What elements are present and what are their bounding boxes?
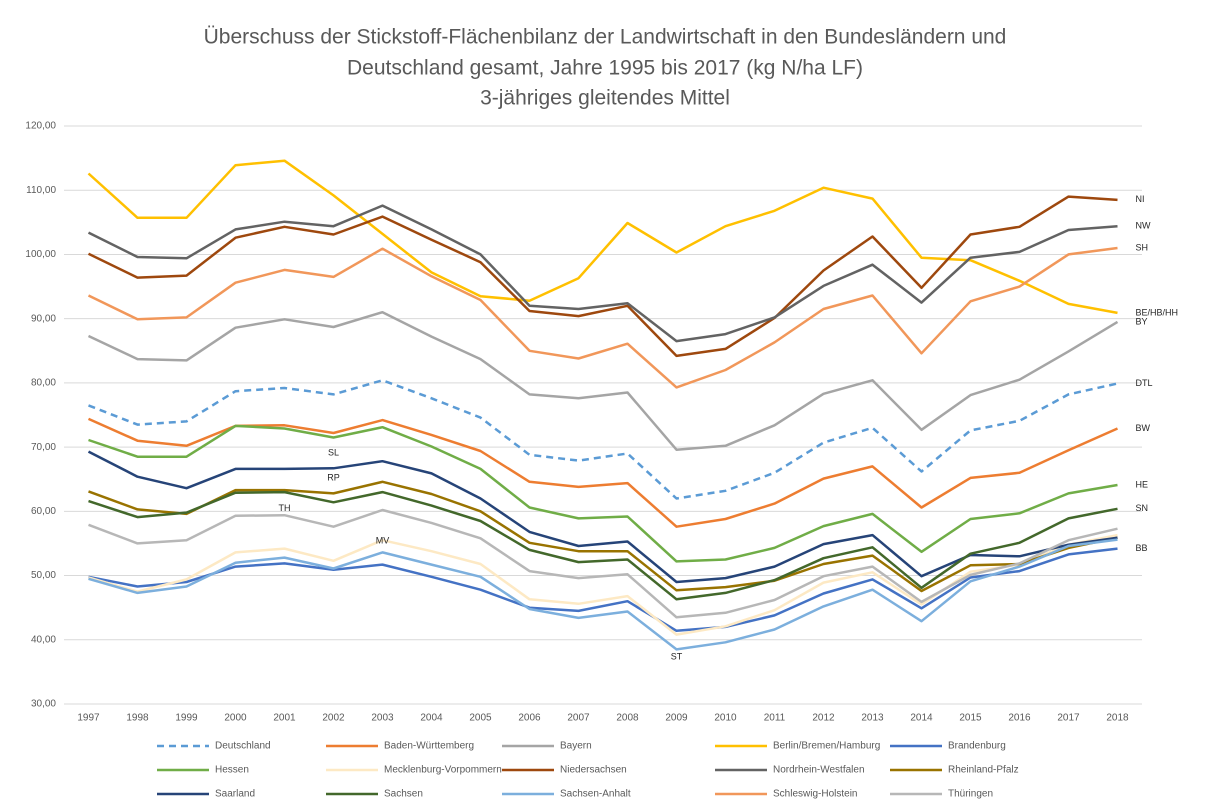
legend-label: Nordrhein-Westfalen [773,765,865,776]
series-end-label: SH [1136,242,1149,252]
x-tick-label: 2007 [567,713,590,724]
chart-title: 3-jähriges gleitendes Mittel [480,87,730,110]
x-tick-label: 2003 [371,713,394,724]
series-line [87,246,1118,389]
series-line [88,547,1118,633]
legend-label: Mecklenburg-Vorpommern [384,765,502,776]
series-line [88,490,1118,601]
legend-label: Deutschland [215,741,271,752]
x-tick-label: 2017 [1057,713,1080,724]
legend-label: Thüringen [948,789,993,800]
x-tick-label: 2005 [469,713,492,724]
y-tick-label: 70,00 [31,442,56,453]
annotation: SL [328,447,339,457]
series-line [88,424,1118,563]
series-line [87,417,1119,528]
y-tick-label: 80,00 [31,378,56,389]
series-end-label: NI [1136,194,1145,204]
x-tick-label: 2012 [812,713,835,724]
x-tick-label: 2014 [910,713,933,724]
x-tick-label: 1997 [77,713,100,724]
y-tick-label: 40,00 [31,634,56,645]
series-line [87,450,1118,584]
series-line [88,508,1118,619]
legend-label: Berlin/Bremen/Hamburg [773,741,880,752]
x-tick-label: 1999 [175,713,198,724]
y-tick-label: 100,00 [25,249,56,260]
series-line [88,480,1118,593]
series-line [87,310,1119,451]
legend-label: Niedersachsen [560,765,627,776]
series-end-label: BW [1136,423,1151,433]
x-tick-label: 2006 [518,713,541,724]
series-line [88,538,1118,651]
series-end-label: BY [1136,316,1148,326]
legend-label: Hessen [215,765,249,776]
series-end-label: DTL [1136,378,1153,388]
x-tick-label: 2008 [616,713,639,724]
legend-label: Baden-Württemberg [384,741,474,752]
series-line [87,204,1118,343]
series-line [87,195,1118,358]
x-tick-label: 2009 [665,713,688,724]
series-end-label: NW [1136,221,1151,231]
x-tick-label: 2011 [764,713,786,724]
x-tick-label: 2010 [714,713,737,724]
legend-label: Sachsen-Anhalt [560,789,631,800]
legend-label: Schleswig-Holstein [773,789,857,800]
series-end-label: BE/HB/HH [1136,307,1179,317]
series-end-label: SN [1136,503,1149,513]
x-tick-label: 2018 [1106,713,1129,724]
annotation: MV [376,535,390,545]
legend-label: Saarland [215,789,255,800]
y-tick-label: 30,00 [31,699,56,710]
series-line [88,379,1118,500]
legend-label: Sachsen [384,789,423,800]
legend-label: Bayern [560,741,592,752]
chart-title: Überschuss der Stickstoff-Flächenbilanz … [204,26,1007,49]
legend-label: Rheinland-Pfalz [948,765,1019,776]
annotation: TH [279,503,291,513]
x-tick-label: 2002 [322,713,345,724]
y-tick-label: 50,00 [31,570,56,581]
y-tick-label: 110,00 [26,185,56,196]
y-tick-label: 120,00 [25,121,56,132]
x-tick-label: 2004 [420,713,443,724]
series-end-label: BB [1136,543,1148,553]
x-tick-label: 1998 [126,713,149,724]
x-tick-label: 2016 [1008,713,1031,724]
chart-title: Deutschland gesamt, Jahre 1995 bis 2017 … [347,57,863,80]
x-tick-label: 2001 [273,713,296,724]
series-line [87,159,1118,315]
y-tick-label: 60,00 [31,506,56,517]
y-tick-label: 90,00 [31,313,56,324]
x-tick-label: 2000 [224,713,247,724]
annotation: RP [327,472,340,482]
x-tick-label: 2013 [861,713,884,724]
series-end-label: HE [1136,479,1149,489]
annotation: ST [671,651,683,661]
legend-label: Brandenburg [948,741,1006,752]
x-tick-label: 2015 [959,713,982,724]
